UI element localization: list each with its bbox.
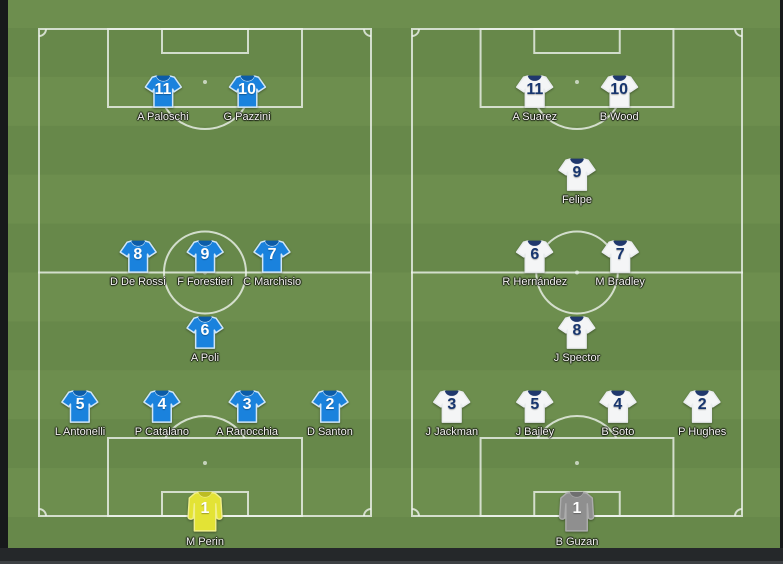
player-name-label: D De Rossi xyxy=(110,275,166,288)
player-number: 3 xyxy=(447,395,457,413)
player-name-label: J Bailey xyxy=(515,425,555,438)
jersey-icon: 6 xyxy=(186,316,224,350)
jersey-icon: 8 xyxy=(119,240,157,274)
player-number: 1 xyxy=(200,500,210,518)
player-7[interactable]: 7 M Bradley xyxy=(595,240,645,289)
player-number: 11 xyxy=(526,81,544,99)
player-number: 9 xyxy=(572,164,582,182)
jersey-icon: 8 xyxy=(558,316,596,350)
jersey-icon: 3 xyxy=(433,390,471,424)
jersey-icon: 2 xyxy=(311,390,349,424)
player-number: 8 xyxy=(133,245,143,263)
player-name-label: J Jackman xyxy=(425,425,479,438)
player-name-label: A Paloschi xyxy=(137,111,189,124)
jersey-icon: 2 xyxy=(683,390,721,424)
player-5[interactable]: 5 J Bailey xyxy=(515,390,555,439)
player-7[interactable]: 7 C Marchisio xyxy=(243,240,301,289)
player-name-label: G Pazzini xyxy=(223,111,271,124)
player-number: 6 xyxy=(200,322,210,340)
player-name-label: B Wood xyxy=(599,111,639,124)
player-name-label: A Poli xyxy=(190,352,220,365)
jersey-icon: 11 xyxy=(516,75,554,109)
player-number: 2 xyxy=(697,395,707,413)
player-name-label: J Spector xyxy=(553,352,601,365)
bottom-bar xyxy=(0,548,783,564)
player-name-label: R Hernández xyxy=(502,275,568,288)
jersey-icon: 5 xyxy=(516,390,554,424)
player-11[interactable]: 11 A Suarez xyxy=(512,75,558,124)
jersey-icon: 10 xyxy=(228,75,266,109)
jersey-icon: 7 xyxy=(601,240,639,274)
player-name-label: M Perin xyxy=(186,536,224,549)
player-number: 6 xyxy=(530,245,540,263)
pitch-markings xyxy=(38,28,372,517)
player-name-label: B Soto xyxy=(601,425,635,438)
jersey-icon: 11 xyxy=(144,75,182,109)
player-9[interactable]: 9 Felipe xyxy=(558,158,596,207)
player-3[interactable]: 3 J Jackman xyxy=(425,390,479,439)
player-3[interactable]: 3 A Ranocchia xyxy=(216,390,278,439)
player-6[interactable]: 6 A Poli xyxy=(186,316,224,365)
player-11[interactable]: 11 A Paloschi xyxy=(137,75,189,124)
player-8[interactable]: 8 J Spector xyxy=(554,316,600,365)
grass-background xyxy=(8,0,780,548)
player-name-label: F Forestieri xyxy=(177,275,233,288)
player-4[interactable]: 4 B Soto xyxy=(599,390,637,439)
player-number: 11 xyxy=(154,81,172,99)
player-name-label: Felipe xyxy=(562,194,592,207)
player-number: 8 xyxy=(572,322,582,340)
player-9[interactable]: 9 F Forestieri xyxy=(177,240,233,289)
player-10[interactable]: 10 G Pazzini xyxy=(224,75,271,124)
players-layer-away: 11 A Suarez 10 B Wood 9 Felipe 6 R Hernández 7 M … xyxy=(411,28,743,548)
player-name-label: L Antonelli xyxy=(54,425,106,438)
player-number: 10 xyxy=(238,81,256,99)
pitch-away: 11 A Suarez 10 B Wood 9 Felipe 6 R Hernández 7 M … xyxy=(411,28,743,548)
player-1[interactable]: 1 M Perin xyxy=(186,490,224,549)
jersey-icon: 9 xyxy=(558,158,596,192)
player-number: 5 xyxy=(75,395,85,413)
player-5[interactable]: 5 L Antonelli xyxy=(55,390,105,439)
jersey-icon: 1 xyxy=(559,490,595,534)
player-1[interactable]: 1 B Guzan xyxy=(555,490,599,549)
player-number: 4 xyxy=(157,395,167,413)
player-number: 3 xyxy=(242,395,252,413)
jersey-icon: 3 xyxy=(228,390,266,424)
player-number: 5 xyxy=(530,395,540,413)
player-name-label: M Bradley xyxy=(595,275,645,288)
player-6[interactable]: 6 R Hernández xyxy=(502,240,567,289)
jersey-icon: 6 xyxy=(516,240,554,274)
player-number: 7 xyxy=(615,245,625,263)
player-number: 1 xyxy=(572,500,582,518)
jersey-icon: 1 xyxy=(187,490,223,534)
jersey-icon: 4 xyxy=(143,390,181,424)
player-8[interactable]: 8 D De Rossi xyxy=(110,240,166,289)
jersey-icon: 5 xyxy=(61,390,99,424)
player-number: 2 xyxy=(325,395,335,413)
player-number: 7 xyxy=(267,245,277,263)
player-name-label: P Hughes xyxy=(678,425,727,438)
player-2[interactable]: 2 D Santon xyxy=(307,390,353,439)
jersey-icon: 7 xyxy=(253,240,291,274)
player-name-label: A Suarez xyxy=(512,111,558,124)
players-layer-home: 11 A Paloschi 10 G Pazzini 8 D De Rossi 9 F For… xyxy=(38,28,372,548)
player-name-label: P Catalano xyxy=(134,425,190,438)
jersey-icon: 4 xyxy=(599,390,637,424)
player-2[interactable]: 2 P Hughes xyxy=(678,390,726,439)
player-name-label: D Santon xyxy=(306,425,353,438)
player-10[interactable]: 10 B Wood xyxy=(600,75,639,124)
player-number: 10 xyxy=(610,81,629,99)
player-number: 4 xyxy=(613,395,623,413)
player-name-label: C Marchisio xyxy=(243,275,302,288)
player-name-label: A Ranocchia xyxy=(216,425,278,438)
jersey-icon: 9 xyxy=(186,240,224,274)
pitch-home: 11 A Paloschi 10 G Pazzini 8 D De Rossi 9 F For… xyxy=(38,28,372,548)
player-number: 9 xyxy=(200,245,210,263)
player-name-label: B Guzan xyxy=(555,536,599,549)
jersey-icon: 10 xyxy=(600,75,638,109)
player-4[interactable]: 4 P Catalano xyxy=(135,390,189,439)
